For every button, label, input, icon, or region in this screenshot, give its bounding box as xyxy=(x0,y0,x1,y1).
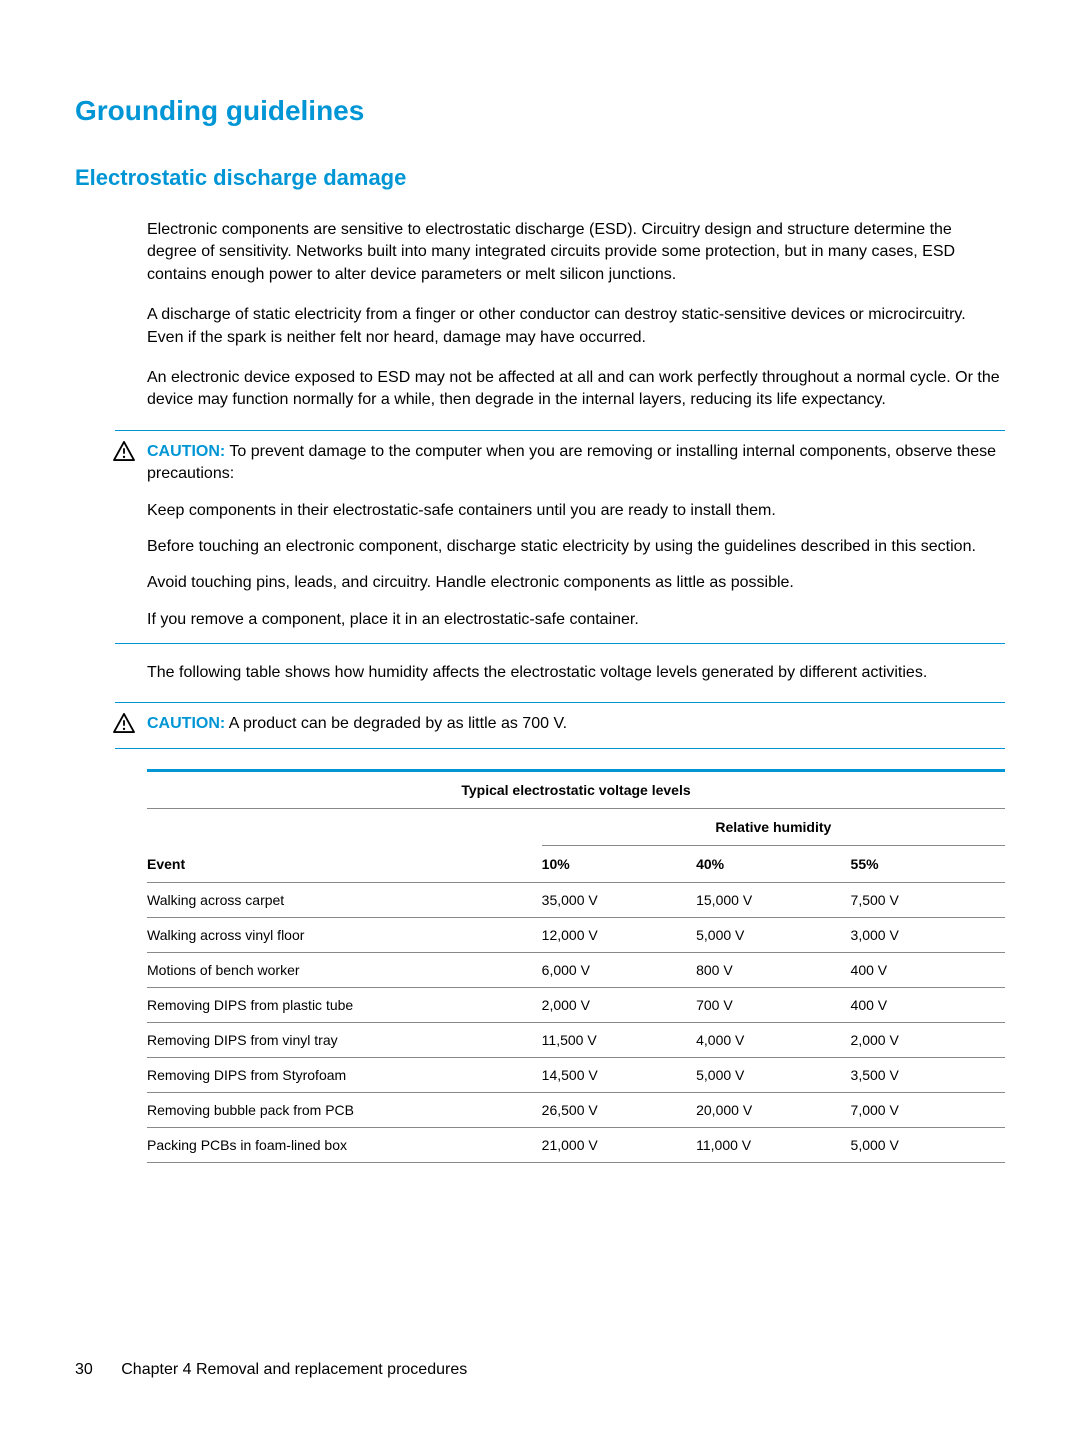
caution-1-lead-text: To prevent damage to the computer when y… xyxy=(147,443,996,482)
caution-2-text: CAUTION: A product can be degraded by as… xyxy=(147,713,1005,735)
caution-1-item-2: Avoid touching pins, leads, and circuitr… xyxy=(147,572,1005,594)
cell-event: Removing bubble pack from PCB xyxy=(147,1092,542,1127)
col-event: Event xyxy=(147,845,542,882)
cell-value: 15,000 V xyxy=(696,882,850,917)
caution-2-body: A product can be degraded by as little a… xyxy=(229,715,567,732)
para-2: A discharge of static electricity from a… xyxy=(147,304,1005,349)
caution-label: CAUTION: xyxy=(147,715,225,732)
cell-event: Removing DIPS from plastic tube xyxy=(147,987,542,1022)
para-1: Electronic components are sensitive to e… xyxy=(147,219,1005,286)
para-3: An electronic device exposed to ESD may … xyxy=(147,367,1005,412)
cell-value: 6,000 V xyxy=(542,952,696,987)
cell-value: 26,500 V xyxy=(542,1092,696,1127)
table-row: Walking across carpet35,000 V15,000 V7,5… xyxy=(147,882,1005,917)
cell-value: 7,500 V xyxy=(851,882,1005,917)
caution-label: CAUTION: xyxy=(147,443,225,460)
col-55: 55% xyxy=(851,845,1005,882)
caution-1-item-3: If you remove a component, place it in a… xyxy=(147,609,1005,631)
cell-value: 35,000 V xyxy=(542,882,696,917)
cell-event: Packing PCBs in foam-lined box xyxy=(147,1127,542,1162)
cell-event: Removing DIPS from vinyl tray xyxy=(147,1022,542,1057)
para-4: The following table shows how humidity a… xyxy=(147,662,1005,684)
cell-event: Motions of bench worker xyxy=(147,952,542,987)
cell-value: 2,000 V xyxy=(851,1022,1005,1057)
cell-value: 11,000 V xyxy=(696,1127,850,1162)
table-subhead-row: Relative humidity xyxy=(147,808,1005,845)
col-10: 10% xyxy=(542,845,696,882)
cell-value: 5,000 V xyxy=(696,917,850,952)
caution-icon xyxy=(113,441,135,461)
cell-value: 700 V xyxy=(696,987,850,1022)
table-row: Removing DIPS from Styrofoam14,500 V5,00… xyxy=(147,1057,1005,1092)
table-row: Removing bubble pack from PCB26,500 V20,… xyxy=(147,1092,1005,1127)
cell-value: 14,500 V xyxy=(542,1057,696,1092)
cell-value: 21,000 V xyxy=(542,1127,696,1162)
cell-event: Walking across vinyl floor xyxy=(147,917,542,952)
table-row: Packing PCBs in foam-lined box21,000 V11… xyxy=(147,1127,1005,1162)
cell-value: 5,000 V xyxy=(696,1057,850,1092)
cell-event: Removing DIPS from Styrofoam xyxy=(147,1057,542,1092)
page-footer: 30 Chapter 4 Removal and replacement pro… xyxy=(75,1361,467,1379)
cell-value: 800 V xyxy=(696,952,850,987)
cell-value: 3,000 V xyxy=(851,917,1005,952)
cell-value: 12,000 V xyxy=(542,917,696,952)
table-title-row: Typical electrostatic voltage levels xyxy=(147,770,1005,808)
page-number: 30 xyxy=(75,1361,93,1379)
table-subhead: Relative humidity xyxy=(542,808,1005,845)
caution-block-1: CAUTION: To prevent damage to the comput… xyxy=(115,430,1005,644)
caution-1-lead: CAUTION: To prevent damage to the comput… xyxy=(147,441,1005,486)
cell-value: 11,500 V xyxy=(542,1022,696,1057)
caution-1-item-0: Keep components in their electrostatic-s… xyxy=(147,500,1005,522)
caution-icon xyxy=(113,713,135,733)
cell-value: 400 V xyxy=(851,987,1005,1022)
col-40: 40% xyxy=(696,845,850,882)
cell-value: 2,000 V xyxy=(542,987,696,1022)
caution-1-item-1: Before touching an electronic component,… xyxy=(147,536,1005,558)
voltage-table: Typical electrostatic voltage levels Rel… xyxy=(147,769,1005,1163)
table-row: Removing DIPS from plastic tube2,000 V70… xyxy=(147,987,1005,1022)
table-colhead-row: Event 10% 40% 55% xyxy=(147,845,1005,882)
cell-value: 5,000 V xyxy=(851,1127,1005,1162)
heading-esd: Electrostatic discharge damage xyxy=(75,165,1005,191)
chapter-title: Chapter 4 Removal and replacement proced… xyxy=(121,1361,467,1378)
cell-value: 20,000 V xyxy=(696,1092,850,1127)
table-row: Walking across vinyl floor12,000 V5,000 … xyxy=(147,917,1005,952)
cell-event: Walking across carpet xyxy=(147,882,542,917)
heading-grounding: Grounding guidelines xyxy=(75,95,1005,127)
caution-block-2: CAUTION: A product can be degraded by as… xyxy=(115,702,1005,748)
table-row: Removing DIPS from vinyl tray11,500 V4,0… xyxy=(147,1022,1005,1057)
cell-value: 3,500 V xyxy=(851,1057,1005,1092)
table-title: Typical electrostatic voltage levels xyxy=(147,770,1005,808)
cell-value: 7,000 V xyxy=(851,1092,1005,1127)
cell-value: 4,000 V xyxy=(696,1022,850,1057)
cell-value: 400 V xyxy=(851,952,1005,987)
table-row: Motions of bench worker6,000 V800 V400 V xyxy=(147,952,1005,987)
